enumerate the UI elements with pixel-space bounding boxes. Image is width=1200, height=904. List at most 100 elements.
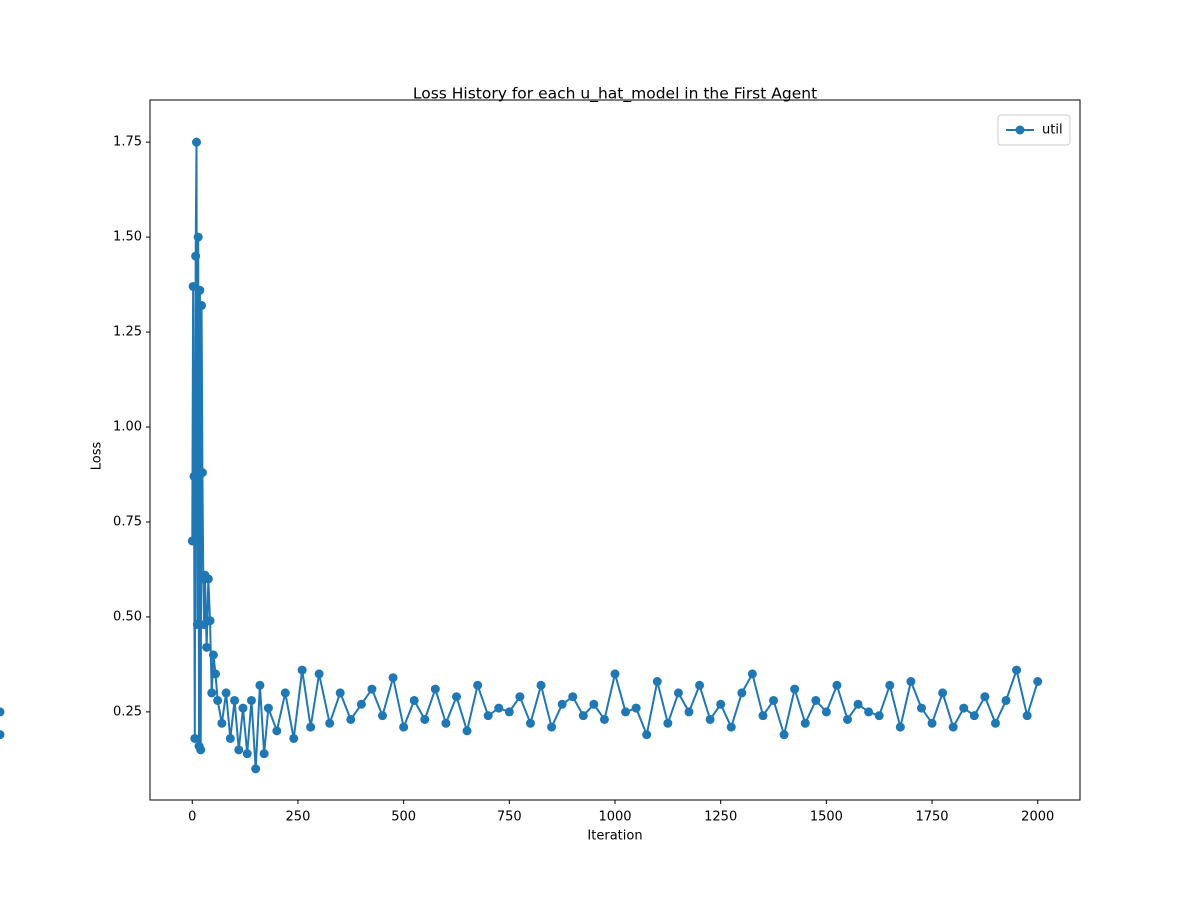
marker [462,726,472,736]
marker [213,695,223,705]
marker [430,684,440,694]
y-axis-label: Loss [90,442,105,471]
chart-title: Loss History for each u_hat_model in the… [413,85,817,104]
marker [234,745,244,755]
marker [631,703,641,713]
marker [193,232,203,242]
marker [192,137,201,147]
marker [716,699,726,709]
marker [557,699,567,709]
marker [335,688,345,698]
marker [874,711,884,721]
marker [325,718,335,728]
marker [297,665,307,675]
marker [191,251,201,261]
y-tick-label: 1.25 [113,325,142,340]
marker [853,699,863,709]
marker [0,707,5,717]
marker [190,733,200,743]
marker [779,730,789,740]
y-tick-label: 0.25 [113,704,142,719]
marker [314,669,324,679]
marker [811,695,821,705]
marker [906,676,916,686]
marker [790,684,800,694]
marker [246,695,256,705]
x-tick-label: 500 [391,810,416,825]
marker [1022,711,1032,721]
marker [895,722,905,732]
marker [695,680,705,690]
marker [621,707,631,717]
marker [1033,676,1043,686]
marker [525,718,535,728]
x-tick-label: 2000 [1021,810,1054,825]
marker [969,711,979,721]
marker [208,650,218,660]
marker [441,718,451,728]
marker [673,688,683,698]
marker [195,285,205,295]
marker [832,680,842,690]
x-tick-label: 250 [286,810,311,825]
marker [980,692,990,702]
marker [378,711,387,721]
x-tick-label: 1250 [704,810,737,825]
marker [388,673,398,683]
marker [230,695,240,705]
marker [197,300,207,310]
marker [948,722,958,732]
marker [758,711,768,721]
marker [885,680,895,690]
marker [515,692,525,702]
marker [217,718,227,728]
marker [990,718,1000,728]
marker [800,718,810,728]
marker [188,281,198,291]
marker [225,733,235,743]
marker [726,722,736,732]
marker [504,707,514,717]
marker [747,669,757,679]
marker [610,669,620,679]
marker [187,536,197,546]
marker [197,468,207,478]
marker [202,642,212,652]
marker [568,692,578,702]
marker [420,714,430,724]
marker [473,680,483,690]
marker [205,616,215,626]
marker [207,688,217,698]
marker [211,669,221,679]
x-tick-label: 1750 [915,810,948,825]
marker [203,574,213,584]
marker [306,722,316,732]
marker [196,745,206,755]
marker [251,764,261,774]
marker [483,711,493,721]
x-tick-label: 1000 [598,810,631,825]
x-axis-label: Iteration [587,829,642,844]
marker [280,688,290,698]
marker [451,692,461,702]
marker [769,695,779,705]
marker [916,703,926,713]
marker [494,703,504,713]
marker [0,730,5,740]
marker [589,699,599,709]
marker [959,703,969,713]
marker [263,703,273,713]
marker [938,688,948,698]
y-tick-label: 1.75 [113,135,142,150]
marker [192,620,202,630]
marker [242,749,252,759]
marker [652,676,662,686]
marker [255,680,265,690]
marker [578,711,588,721]
marker [684,707,694,717]
marker [189,471,199,481]
x-tick-label: 750 [497,810,522,825]
marker [599,714,609,724]
x-tick-label: 1500 [810,810,843,825]
